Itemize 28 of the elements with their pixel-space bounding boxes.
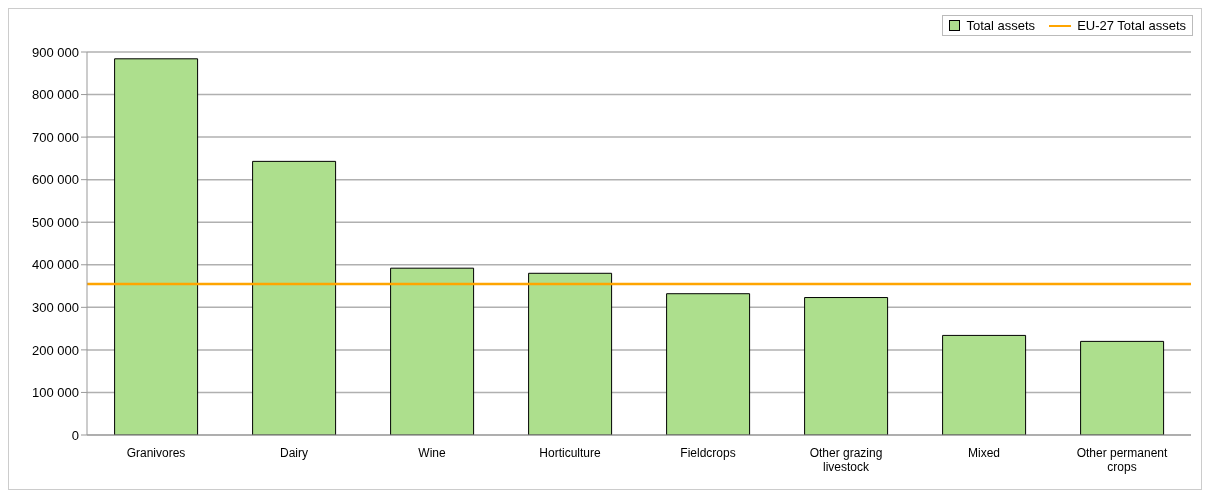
bar [114,58,199,435]
x-tick-label: Other grazing livestock [809,446,883,474]
bar [804,297,889,435]
x-tick-label: Horticulture [539,446,601,460]
y-tick-label: 800 000 [32,87,79,103]
bar [252,160,337,435]
y-tick-label: 400 000 [32,257,79,273]
legend-label: EU-27 Total assets [1076,18,1186,33]
x-tick-label: Mixed [967,446,1001,460]
bar [528,272,613,435]
y-tick-label: 200 000 [32,342,79,358]
bar [1080,340,1165,435]
y-tick-label: 600 000 [32,172,79,188]
x-tick-label: Wine [418,446,446,460]
bar [390,267,475,435]
x-tick-label: Dairy [279,446,309,460]
legend-label: Total assets [965,18,1036,33]
y-tick-label: 700 000 [32,129,79,145]
x-tick-label: Other permanent crops [1076,446,1169,474]
y-tick-label: 900 000 [32,44,79,60]
bar [942,334,1027,435]
y-tick-label: 500 000 [32,214,79,230]
bar [666,293,751,435]
x-tick-label: Granivores [126,446,186,460]
x-tick-label: Fieldcrops [680,446,736,460]
y-tick-label: 0 [71,427,79,443]
y-tick-label: 100 000 [32,385,79,401]
y-tick-label: 300 000 [32,299,79,315]
